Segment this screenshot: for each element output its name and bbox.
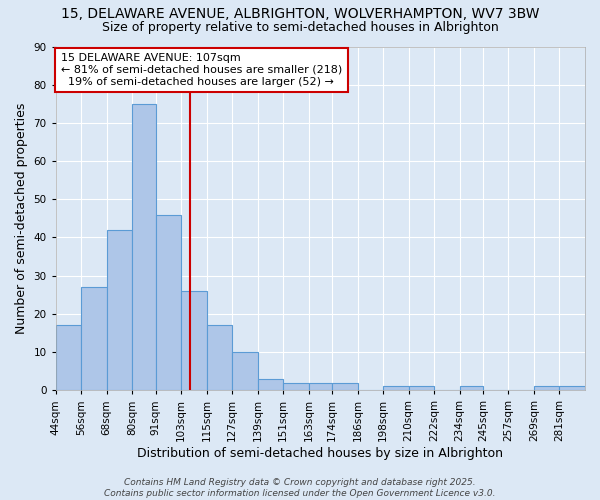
Text: Contains HM Land Registry data © Crown copyright and database right 2025.
Contai: Contains HM Land Registry data © Crown c… [104,478,496,498]
Bar [81,287,107,391]
Bar [534,386,559,390]
Y-axis label: Number of semi-detached properties: Number of semi-detached properties [15,102,28,334]
Bar [460,386,483,390]
Bar [409,386,434,390]
Bar [56,326,81,390]
Bar [283,382,308,390]
Bar [383,386,409,390]
X-axis label: Distribution of semi-detached houses by size in Albrighton: Distribution of semi-detached houses by … [137,447,503,460]
Text: Size of property relative to semi-detached houses in Albrighton: Size of property relative to semi-detach… [101,21,499,34]
Bar [107,230,132,390]
Text: 15, DELAWARE AVENUE, ALBRIGHTON, WOLVERHAMPTON, WV7 3BW: 15, DELAWARE AVENUE, ALBRIGHTON, WOLVERH… [61,8,539,22]
Bar [155,214,181,390]
Bar [559,386,585,390]
Bar [232,352,257,391]
Bar [332,382,358,390]
Bar [308,382,332,390]
Bar [132,104,155,391]
Text: 15 DELAWARE AVENUE: 107sqm
← 81% of semi-detached houses are smaller (218)
  19%: 15 DELAWARE AVENUE: 107sqm ← 81% of semi… [61,54,342,86]
Bar [181,291,206,390]
Bar [206,326,232,390]
Bar [257,379,283,390]
